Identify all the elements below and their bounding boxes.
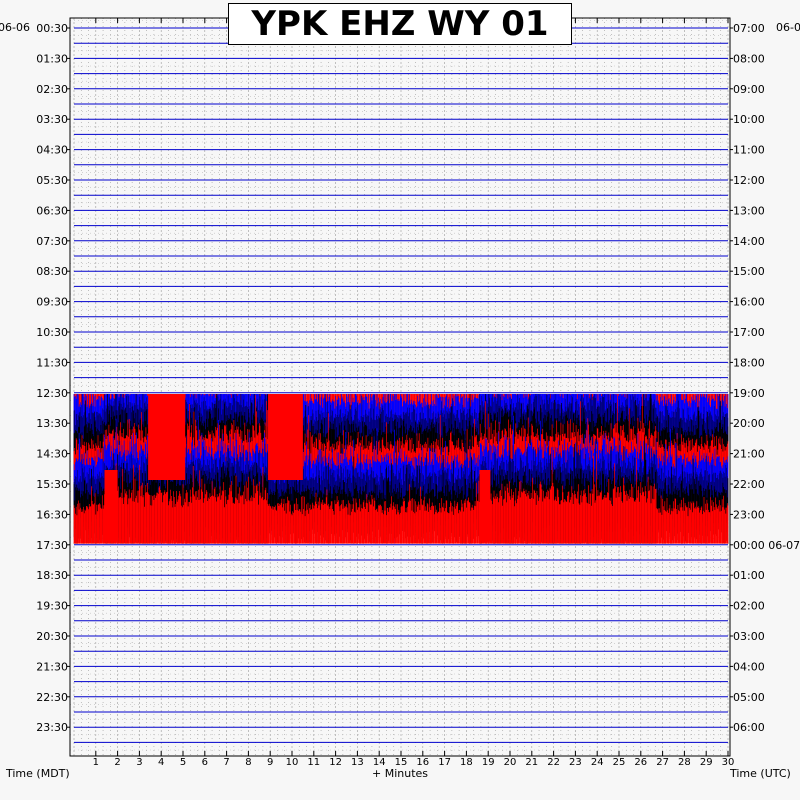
- x-tick-label: 6: [202, 757, 208, 768]
- saturated-block: [148, 394, 186, 480]
- left-time-label: 00:30: [36, 22, 68, 35]
- x-tick-label: 25: [613, 757, 626, 768]
- x-tick-label: 29: [700, 757, 713, 768]
- left-time-label: 10:30: [36, 326, 68, 339]
- x-tick-label: 9: [267, 757, 273, 768]
- plot-frame: [69, 17, 731, 757]
- x-tick-label: 26: [634, 757, 647, 768]
- left-time-label: 06:30: [36, 204, 68, 217]
- x-tick-label: 18: [460, 757, 473, 768]
- x-tick-label: 28: [678, 757, 691, 768]
- left-time-label: 22:30: [36, 691, 68, 704]
- right-time-label: 08:00: [733, 52, 765, 65]
- right-time-label: 11:00: [733, 144, 765, 157]
- left-time-label: 04:30: [36, 144, 68, 157]
- right-time-label: 05:00: [733, 691, 765, 704]
- x-tick-label: 27: [656, 757, 669, 768]
- left-time-label: 08:30: [36, 265, 68, 278]
- right-time-label: 22:00: [733, 478, 765, 491]
- left-time-label: 23:30: [36, 721, 68, 734]
- left-time-label: 05:30: [36, 174, 68, 187]
- right-time-label: 06:00: [733, 721, 765, 734]
- x-tick-label: 13: [351, 757, 364, 768]
- x-tick-label: 4: [158, 757, 164, 768]
- grid: [70, 18, 730, 756]
- right-time-label: 16:00: [733, 296, 765, 309]
- right-time-label: 09:00: [733, 83, 765, 96]
- x-tick-label: 16: [416, 757, 429, 768]
- left-time-label: 21:30: [36, 660, 68, 673]
- left-time-label: 14:30: [36, 448, 68, 461]
- x-tick-labels: 1 2 3 4 5 6 7 8 9 10 11 12 13 14 15 16 17 18 19 20 21 22 23 24 2…: [93, 18, 735, 768]
- left-time-label: 03:30: [36, 113, 68, 126]
- x-tick-label: 5: [180, 757, 186, 768]
- left-time-label: 18:30: [36, 569, 68, 582]
- right-time-label: 19:00: [733, 387, 765, 400]
- left-time-label: 13:30: [36, 417, 68, 430]
- right-time-label: 01:00: [733, 569, 765, 582]
- right-time-label: 15:00: [733, 265, 765, 278]
- right-time-label: 10:00: [733, 113, 765, 126]
- x-tick-label: 2: [114, 757, 120, 768]
- left-time-label: 17:30: [36, 539, 68, 552]
- x-axis-label: + Minutes: [372, 767, 428, 780]
- right-time-label: 21:00: [733, 448, 765, 461]
- left-time-label: 12:30: [36, 387, 68, 400]
- left-time-label: 07:30: [36, 235, 68, 248]
- left-time-labels: 00:30 01:30 02:30 03:30 04:30 05:30 06:30 07:30…: [36, 22, 70, 734]
- x-tick-label: 20: [504, 757, 517, 768]
- x-tick-label: 24: [591, 757, 604, 768]
- left-time-label: 20:30: [36, 630, 68, 643]
- right-time-label: 18:00: [733, 356, 765, 369]
- x-tick-label: 30: [722, 757, 735, 768]
- saturated-block: [479, 470, 491, 542]
- right-time-label: 17:00: [733, 326, 765, 339]
- trace-waveform: [73, 453, 729, 544]
- right-time-label: 12:00: [733, 174, 765, 187]
- x-tick-label: 11: [307, 757, 320, 768]
- x-tick-label: 1: [93, 757, 99, 768]
- x-axis-label-left: Time (MDT): [5, 767, 70, 780]
- right-time-label: 07:00: [733, 22, 765, 35]
- x-tick-label: 15: [395, 757, 408, 768]
- x-tick-label: 23: [569, 757, 582, 768]
- x-axis-label-right: Time (UTC): [729, 767, 791, 780]
- active-traces: [73, 394, 729, 544]
- x-tick-label: 12: [329, 757, 342, 768]
- left-time-label: 16:30: [36, 508, 68, 521]
- x-tick-label: 8: [245, 757, 251, 768]
- x-tick-label: 17: [438, 757, 451, 768]
- left-time-label: 15:30: [36, 478, 68, 491]
- date-right: 06-0: [776, 21, 800, 34]
- left-time-label: 02:30: [36, 83, 68, 96]
- x-tick-label: 19: [482, 757, 495, 768]
- right-time-label: 04:00: [733, 660, 765, 673]
- left-time-label: 01:30: [36, 52, 68, 65]
- x-tick-label: 7: [223, 757, 229, 768]
- date-left: 06-06: [0, 21, 30, 34]
- left-time-label: 19:30: [36, 600, 68, 613]
- right-time-label: 23:00: [733, 508, 765, 521]
- x-tick-label: 3: [136, 757, 142, 768]
- x-tick-label: 14: [373, 757, 386, 768]
- left-time-label: 11:30: [36, 356, 68, 369]
- x-tick-label: 22: [547, 757, 560, 768]
- left-time-label: 09:30: [36, 296, 68, 309]
- quiet-traces: [74, 27, 728, 743]
- right-time-label: 20:00: [733, 417, 765, 430]
- x-tick-label: 21: [525, 757, 538, 768]
- saturated-block: [268, 394, 303, 480]
- saturated-block: [104, 470, 118, 542]
- right-time-label: 00:00 06-07: [733, 539, 800, 552]
- right-time-label: 02:00: [733, 600, 765, 613]
- right-time-label: 13:00: [733, 204, 765, 217]
- right-time-label: 03:00: [733, 630, 765, 643]
- right-time-label: 14:00: [733, 235, 765, 248]
- x-tick-label: 10: [286, 757, 299, 768]
- chart-title: YPK EHZ WY 01: [228, 3, 572, 45]
- right-time-labels: 07:00 08:00 09:00 10:00 11:00 12:00 13:00 14:00…: [730, 22, 800, 734]
